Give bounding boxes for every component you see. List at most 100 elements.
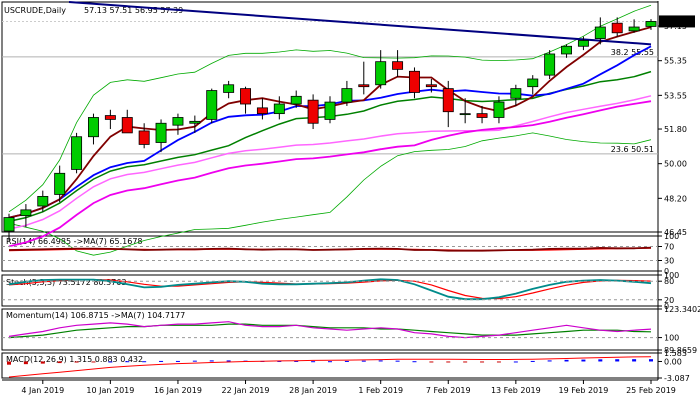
- price-tick-label: 50.00: [664, 160, 687, 169]
- price-tick-label: 55.35: [664, 57, 687, 66]
- macd-histogram-bar: [209, 360, 214, 362]
- time-tick-label: 19 Feb 2019: [559, 386, 609, 395]
- stoch-tick-label: 100: [664, 271, 679, 280]
- macd-histogram-bar: [7, 361, 11, 365]
- time-tick-label: 16 Jan 2019: [154, 386, 202, 395]
- candle-body: [324, 101, 336, 120]
- momentum-ma-line: [8, 323, 652, 339]
- macd-histogram-bar: [615, 359, 620, 362]
- macd-histogram-bar: [598, 359, 603, 362]
- mom-tick-label: 89.8659: [664, 346, 697, 355]
- current-price-box: [659, 15, 695, 28]
- macd-histogram-bar: [192, 360, 197, 362]
- rsi-line: [8, 246, 652, 252]
- fib-level-label: 38.2 55.55: [611, 48, 654, 57]
- macd-panel-frame: [1, 352, 659, 379]
- macd-histogram-bar: [294, 360, 299, 362]
- candle-body: [307, 99, 319, 124]
- candle-body: [510, 88, 522, 99]
- macd-histogram-bar: [91, 361, 96, 363]
- candle-body: [628, 26, 640, 32]
- candle-body: [37, 195, 49, 207]
- macd-signal-line: [8, 356, 652, 378]
- candle-body: [611, 22, 623, 34]
- macd-histogram-bar: [564, 359, 569, 362]
- candle-body: [442, 88, 454, 113]
- macd-histogram-bar: [328, 361, 332, 363]
- ma-magenta-line: [8, 100, 652, 248]
- rsi-tick-label: 100: [664, 232, 679, 241]
- macd-histogram-bar: [463, 361, 468, 363]
- candle-body: [273, 103, 285, 115]
- time-tick-label: 7 Feb 2019: [426, 386, 471, 395]
- candle-body: [155, 122, 167, 143]
- macd-histogram-bar: [142, 361, 147, 363]
- macd-histogram-bar: [74, 361, 79, 363]
- candle-body: [527, 78, 539, 88]
- candle-body: [71, 136, 83, 170]
- candle-body: [375, 61, 387, 86]
- macd-histogram-bar: [513, 361, 518, 363]
- ohlc-readout: 57.13 57.51 56.95 57.39: [84, 6, 183, 15]
- candle-body: [172, 117, 184, 126]
- candle-body: [104, 115, 116, 120]
- macd-histogram-bar: [57, 361, 62, 364]
- time-tick-label: 28 Jan 2019: [289, 386, 337, 395]
- macd-label: MACD(12,26,9) 1.315 0.883 0.432: [6, 355, 143, 364]
- macd-histogram-bar: [480, 361, 485, 363]
- candle-body: [138, 130, 150, 145]
- rsi-label: RSI(14) 66.4985 ->MA(7) 65.1678: [6, 237, 143, 246]
- candle-body: [425, 84, 437, 88]
- candle-body: [206, 90, 218, 120]
- momentum-line: [8, 321, 652, 339]
- macd-histogram-bar: [40, 361, 45, 364]
- candle-body: [577, 40, 589, 47]
- macd-histogram-bar: [446, 361, 451, 363]
- panels-group: [1, 1, 659, 381]
- candle-body: [645, 21, 657, 27]
- macd-histogram-bar: [378, 360, 383, 362]
- candle-body: [459, 113, 471, 116]
- time-tick-label: 10 Jan 2019: [86, 386, 134, 395]
- lower-bollinger-line: [8, 132, 652, 256]
- upper-bollinger-line: [8, 4, 652, 213]
- macd-histogram-bar: [429, 361, 434, 363]
- macd-histogram-bar: [23, 361, 28, 365]
- candle-body: [54, 172, 66, 195]
- macd-histogram-bar: [108, 361, 113, 363]
- macd-histogram-bar: [175, 360, 180, 362]
- candle-body: [392, 61, 404, 70]
- macd-histogram-bar: [226, 360, 231, 362]
- macd-histogram-bar: [547, 360, 552, 362]
- macd-histogram-bar: [125, 361, 130, 363]
- macd-histogram-bar: [632, 359, 637, 362]
- trendline: [68, 1, 652, 46]
- candle-body: [594, 26, 606, 39]
- candle-body: [223, 84, 235, 93]
- fib-level-label: 23.6 50.51: [611, 145, 654, 154]
- candle-body: [358, 84, 370, 88]
- candle-body: [3, 217, 15, 232]
- macd-tick-label: 1.583: [664, 349, 687, 358]
- candle-body: [20, 209, 32, 217]
- rsi-tick-label: 0: [664, 267, 669, 276]
- momentum-label: Momentum(14) 106.8715 ->MA(7) 104.7177: [6, 311, 185, 320]
- macd-histogram-bar: [311, 361, 316, 363]
- macd-histogram-bar: [412, 361, 417, 363]
- stoch-label: Stoch(5,3,3) 73.5172 80.3763: [6, 278, 126, 287]
- time-tick-label: 22 Jan 2019: [222, 386, 270, 395]
- candle-body: [121, 117, 133, 134]
- rsi-tick-label: 70: [664, 243, 674, 252]
- macd-histogram-bar: [530, 360, 535, 362]
- macd-histogram-bar: [277, 360, 282, 362]
- macd-histogram-bar: [649, 359, 653, 362]
- chart-title: USCRUDE,Daily: [4, 6, 66, 15]
- stoch-tick-label: 80: [664, 277, 674, 286]
- candle-body: [240, 88, 251, 105]
- macd-tick-label: 0.00: [664, 357, 682, 366]
- candle-body: [493, 101, 505, 118]
- candle-body: [189, 120, 201, 124]
- price-tick-label: 51.80: [664, 125, 687, 134]
- macd-histogram-bar: [496, 361, 501, 363]
